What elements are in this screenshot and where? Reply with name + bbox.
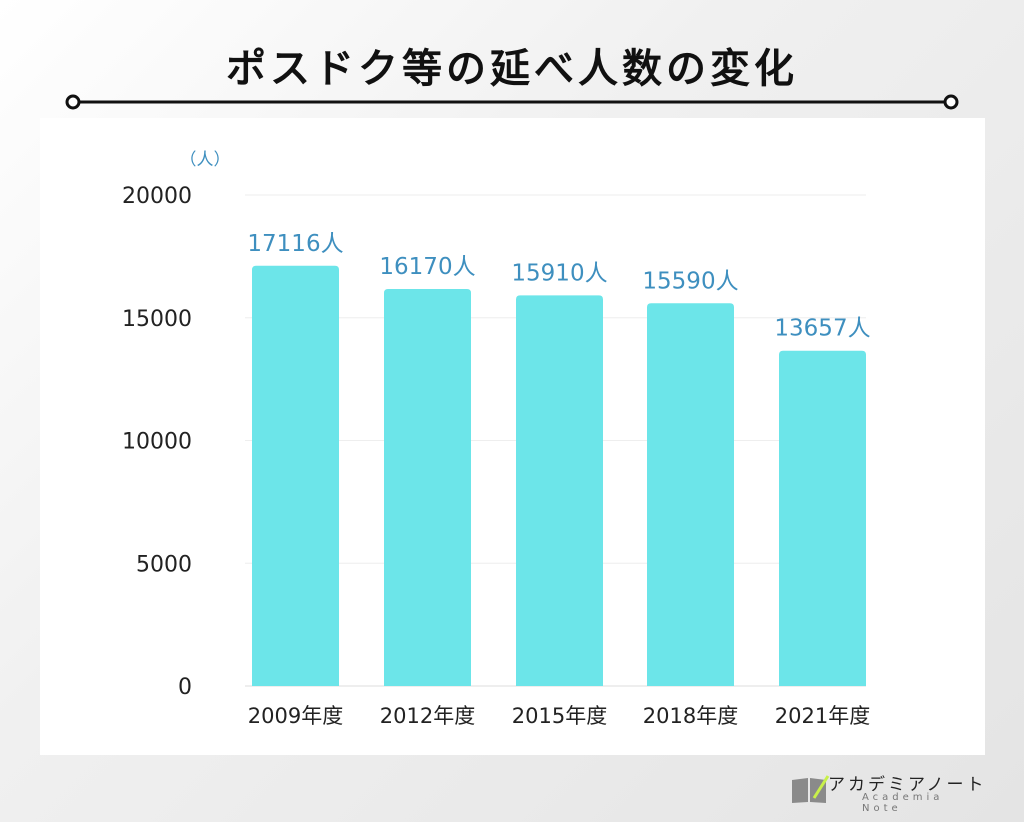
book-pen-icon — [792, 775, 830, 803]
bar — [252, 265, 339, 686]
x-tick-label: 2012年度 — [380, 704, 475, 728]
bar — [647, 303, 734, 686]
bar — [516, 295, 603, 686]
logo-text-jp: アカデミアノート — [828, 775, 987, 795]
bar — [384, 289, 471, 686]
x-tick-label: 2015年度 — [512, 704, 607, 728]
chart-card: 0 5000 10000 15000 20000 （人） 17116人 2009年度 16170… — [40, 118, 985, 755]
y-axis-unit-label: （人） — [180, 150, 231, 170]
y-tick-label: 0 — [178, 675, 192, 700]
page-title: ポスドク等の延べ人数の変化 — [226, 46, 798, 92]
data-label: 15910人 — [511, 260, 607, 286]
bar — [779, 350, 866, 686]
bar-chart: 0 5000 10000 15000 20000 （人） 17116人 2009年度 16170… — [122, 150, 871, 728]
y-tick-label: 5000 — [136, 552, 192, 577]
x-tick-label: 2009年度 — [248, 704, 343, 728]
data-label: 15590人 — [642, 268, 738, 294]
data-label: 13657人 — [774, 316, 870, 342]
y-tick-label: 15000 — [122, 307, 192, 332]
y-tick-label: 10000 — [122, 430, 192, 455]
y-tick-label: 20000 — [122, 184, 192, 209]
logo-text-en: Academia Note — [862, 792, 944, 814]
logo: アカデミアノート Academia Note — [790, 770, 990, 814]
x-tick-label: 2018年度 — [643, 704, 738, 728]
data-label: 16170人 — [379, 254, 475, 280]
x-tick-label: 2021年度 — [775, 704, 870, 728]
data-label: 17116人 — [247, 231, 343, 257]
